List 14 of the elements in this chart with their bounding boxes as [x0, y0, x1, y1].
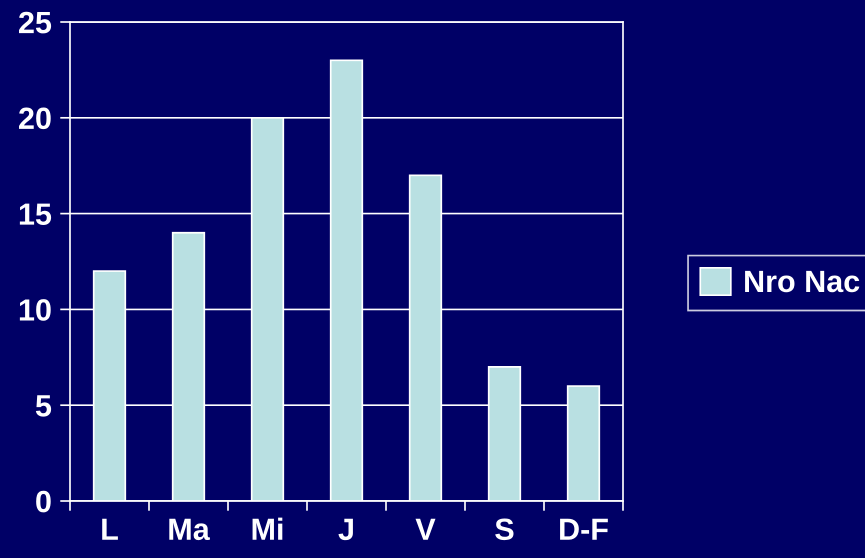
y-tick-label: 20 [19, 108, 51, 130]
legend-label: Nro Nac [745, 270, 860, 292]
x-tick-label: D-F [560, 518, 608, 540]
y-tick-label: 10 [20, 299, 51, 321]
x-tick-label: Mi [252, 518, 282, 540]
x-tick-label: J [338, 518, 353, 540]
y-tick-label: 25 [19, 12, 52, 34]
x-tick-label: L [102, 518, 118, 540]
x-tick-label: V [416, 518, 436, 540]
x-tick-label: Ma [169, 518, 210, 540]
y-tick-label: 5 [36, 395, 52, 417]
x-tick-label: S [495, 518, 514, 540]
y-tick-label: 0 [36, 490, 51, 512]
y-tick-label: 15 [20, 204, 52, 225]
